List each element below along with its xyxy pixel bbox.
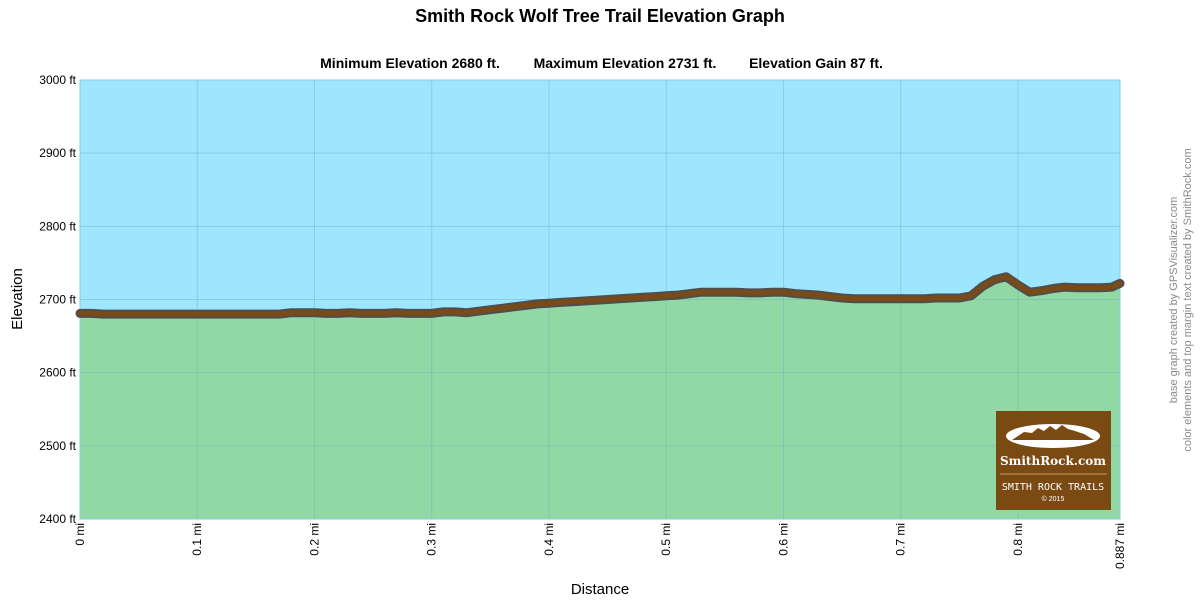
y-tick-label: 2700 ft <box>39 293 76 307</box>
y-tick-label: 2500 ft <box>39 439 76 453</box>
min-elevation-stat: Minimum Elevation 2680 ft. <box>320 55 500 71</box>
x-axis-label: Distance <box>571 581 629 598</box>
plot-frame <box>79 79 1121 520</box>
x-axis-ticks: 0 mi 0.1 mi 0.2 mi 0.3 mi 0.4 mi 0.5 mi 0.6 mi… <box>73 523 1127 569</box>
x-tick-label: 0.2 mi <box>307 523 321 556</box>
x-tick-label: 0.7 mi <box>894 523 908 556</box>
y-axis-label: Elevation <box>9 268 26 330</box>
y-tick-label: 2400 ft <box>39 512 76 526</box>
y-tick-label: 2900 ft <box>39 146 76 160</box>
y-tick-label: 3000 ft <box>39 73 76 87</box>
y-tick-label: 2800 ft <box>39 219 76 233</box>
chart-title: Smith Rock Wolf Tree Trail Elevation Gra… <box>415 6 785 26</box>
badge-trails-text: SMITH ROCK TRAILS <box>1002 482 1104 493</box>
x-tick-label: 0.1 mi <box>190 523 204 556</box>
x-tick-label: 0.8 mi <box>1011 523 1025 556</box>
max-elevation-stat: Maximum Elevation 2731 ft. <box>534 55 717 71</box>
credit-gpsvisualizer: base graph created by GPSVisualizer.com <box>1168 197 1180 403</box>
elevation-gain-stat: Elevation Gain 87 ft. <box>749 55 883 71</box>
y-axis-ticks: 3000 ft 2900 ft 2800 ft 2700 ft 2600 ft 2500 … <box>39 73 76 526</box>
x-tick-label: 0.6 mi <box>776 523 790 556</box>
badge-site-name: SmithRock.com <box>1000 454 1106 468</box>
x-tick-label: 0.887 mi <box>1113 523 1127 569</box>
credit-smithrock: color elements and top margin text creat… <box>1182 148 1194 451</box>
x-tick-label: 0.4 mi <box>542 523 556 556</box>
elevation-line <box>77 274 1123 317</box>
badge-year: © 2015 <box>1042 495 1065 503</box>
elevation-area <box>80 276 1120 519</box>
x-tick-label: 0 mi <box>73 523 87 546</box>
rock-skyline-icon <box>1012 425 1094 440</box>
y-tick-label: 2600 ft <box>39 366 76 380</box>
x-tick-label: 0.3 mi <box>425 523 439 556</box>
smithrock-logo-badge: SmithRock.com SMITH ROCK TRAILS © 2015 <box>996 411 1111 510</box>
x-tick-label: 0.5 mi <box>659 523 673 556</box>
